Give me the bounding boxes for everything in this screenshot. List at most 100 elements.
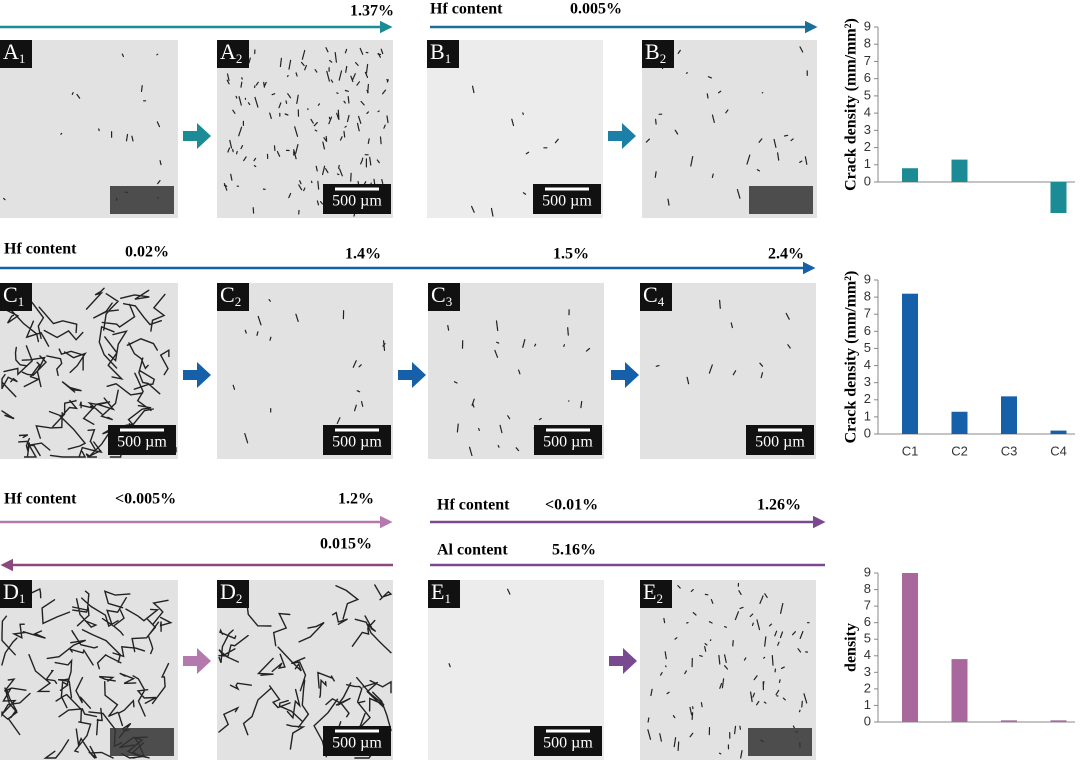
panel-label-box (217, 580, 249, 608)
micrograph: B2 (642, 39, 817, 218)
y-tick-label: 6 (864, 323, 871, 338)
micrograph: A1 (0, 39, 178, 218)
scale-bar-box (110, 186, 174, 214)
panel-letter: C (431, 282, 446, 307)
y-tick-label: 6 (864, 614, 871, 629)
x-tick-label: C2 (951, 443, 968, 458)
panel-label: C1 (3, 282, 24, 309)
annotation: 1.26% (757, 497, 801, 514)
panel-subscript: 2 (236, 591, 243, 606)
panel-label: B2 (645, 39, 666, 66)
y-tick-label: 9 (864, 564, 871, 579)
scale-bar-label: 500 µm (332, 193, 382, 210)
bar (902, 293, 918, 434)
panel-subscript: 4 (658, 294, 665, 309)
scale-bar-label: 500 µm (543, 735, 593, 752)
micrograph: A2 500 µm (217, 39, 393, 218)
y-tick-label: 7 (864, 306, 871, 321)
y-tick-label: 6 (864, 70, 871, 85)
bar (902, 168, 918, 182)
panel-subscript: 2 (656, 591, 663, 606)
panel-letter: E (431, 579, 444, 604)
panel-label-box (640, 283, 672, 311)
panel-label: C3 (431, 282, 452, 309)
panel-label: A1 (3, 39, 25, 66)
step-arrows (183, 123, 639, 674)
panel-label-box (217, 40, 249, 68)
panel-subscript: 2 (235, 294, 242, 309)
bar (1050, 430, 1067, 434)
scale-bar-box (110, 728, 174, 756)
y-tick-label: 9 (864, 18, 871, 33)
panel-label: D1 (3, 579, 25, 606)
annotation: 1.2% (338, 491, 374, 508)
y-tick-label: 7 (864, 53, 871, 68)
panel-label: C4 (643, 282, 665, 309)
annotation: <0.01% (545, 497, 598, 514)
panel-letter: A (220, 39, 236, 64)
micrograph: D2 500 µm (217, 579, 393, 760)
panel-label: C2 (220, 282, 241, 309)
panel-letter: C (643, 282, 658, 307)
annotation: <0.005% (115, 491, 176, 508)
panel-subscript: 1 (18, 294, 25, 309)
annotation: 1.5% (553, 246, 589, 263)
panel-letter: E (643, 579, 656, 604)
panel-label-box (0, 40, 32, 68)
panel-label-box (427, 40, 459, 68)
panel-letter: C (220, 282, 235, 307)
micrograph: D1 (0, 579, 178, 760)
bar-chart: 0 1 2 3 4 5 6 7 8 9 Crack density (mm/mm²) C1 C2 C3 C4 (843, 271, 1075, 458)
panel-letter: B (430, 39, 445, 64)
panel-label-box (0, 580, 32, 608)
y-tick-label: 0 (864, 173, 871, 188)
panel-label-box (428, 580, 460, 608)
y-axis-label: Crack density (mm/mm²) (843, 271, 860, 444)
y-tick-label: 3 (864, 664, 871, 679)
bar (1001, 720, 1017, 722)
y-tick-label: 8 (864, 289, 871, 304)
scale-bar-label: 500 µm (542, 193, 592, 210)
micrograph: C3 500 µm (428, 282, 604, 459)
panel-subscript: 1 (444, 591, 451, 606)
annotation: 5.16% (552, 542, 596, 559)
panel-subscript: 3 (446, 294, 453, 309)
panel-letter: D (3, 579, 19, 604)
y-tick-label: 8 (864, 36, 871, 51)
panel-subscript: 2 (236, 51, 243, 66)
panel-letter: D (220, 579, 236, 604)
bar (902, 573, 918, 722)
annotation: Hf content (430, 1, 503, 18)
y-tick-label: 4 (864, 357, 871, 372)
panel-label-box (0, 283, 32, 311)
panel-label-box (217, 283, 249, 311)
annotation: 2.4% (768, 246, 804, 263)
bar (951, 159, 968, 182)
y-tick-label: 1 (864, 697, 871, 712)
y-tick-label: 0 (864, 425, 871, 440)
panel-label: E1 (431, 579, 451, 606)
annotation: Hf content (4, 241, 77, 258)
y-axis-label: density (843, 623, 860, 672)
annotation: Hf content (4, 491, 77, 508)
x-tick-label: C3 (1001, 443, 1018, 458)
annotation: Al content (437, 542, 508, 559)
panel-label: D2 (220, 579, 242, 606)
panel-subscript: 1 (19, 51, 26, 66)
panel-label-box (642, 40, 674, 68)
y-tick-label: 2 (864, 680, 871, 695)
micrograph: C2 500 µm (217, 282, 393, 459)
annotation: 1.4% (345, 246, 381, 263)
panel-label-box (428, 283, 460, 311)
y-tick-label: 8 (864, 581, 871, 596)
y-tick-label: 1 (864, 156, 871, 171)
panel-label: E2 (643, 579, 663, 606)
y-tick-label: 5 (864, 340, 871, 355)
y-tick-label: 4 (864, 105, 871, 120)
x-tick-label: C1 (902, 443, 919, 458)
panel-label: B1 (430, 39, 451, 66)
micrograph: E1 500 µm (428, 579, 604, 760)
y-tick-label: 0 (864, 713, 871, 728)
